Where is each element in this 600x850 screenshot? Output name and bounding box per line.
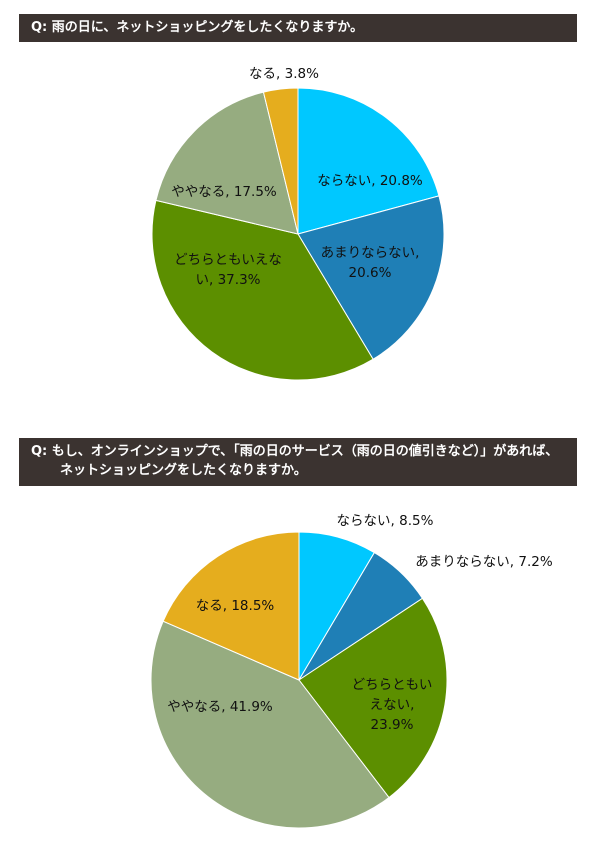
pie-chart-2: ならない, 8.5% あまりならない, 7.2% どちらともいえない, 23.9% やや… [150,513,553,829]
pie1-label-naru: なる, 3.8% [249,66,319,82]
pie2-label-naranai: ならない, 8.5% [337,513,434,529]
question-2-line-1: Q: もし、オンラインショップで、「雨の日のサービス（雨の日の値引きなど）」があ… [31,444,559,459]
question-1-banner: Q: 雨の日に、ネットショッピングをしたくなりますか。 [19,14,577,42]
pie2-label-naru: なる, 18.5% [196,598,275,614]
question-2-line-2: ネットショッピングをしたくなりますか。 [60,463,307,478]
pie2-slice-naru [162,531,300,681]
pie1-label-naranai: ならない, 20.8% [317,173,423,189]
pie1-label-amari-naranai: あまりならない, 20.6% [321,245,420,281]
pie1-slice-naru [262,87,299,235]
pie2-label-dochiramo: どちらともいえない, 23.9% [352,677,433,733]
pie1-slice-amari-naranai [297,195,445,360]
question-2-banner: Q: もし、オンラインショップで、「雨の日のサービス（雨の日の値引きなど）」があ… [19,438,577,486]
pie1-slice-yaya-naru [155,91,299,235]
question-1-line-1: Q: 雨の日に、ネットショッピングをしたくなりますか。 [31,20,364,35]
pie2-slice-dochiramo [298,597,448,799]
pie2-label-amari-naranai: あまりならない, 7.2% [415,554,553,570]
pie1-label-dochiramo: どちらともいえない, 37.3% [174,252,282,288]
pie1-slice-dochiramo [151,199,374,381]
pie2-label-yaya-naru: ややなる, 41.9% [167,699,273,715]
pie1-label-yaya-naru: ややなる, 17.5% [171,184,277,200]
pie-chart-1: ならない, 20.8% あまりならない, 20.6% どちらともいえない, 37.3%… [151,66,445,381]
pie2-slice-yaya-naru [150,620,390,829]
pie1-slice-naranai [297,87,440,235]
